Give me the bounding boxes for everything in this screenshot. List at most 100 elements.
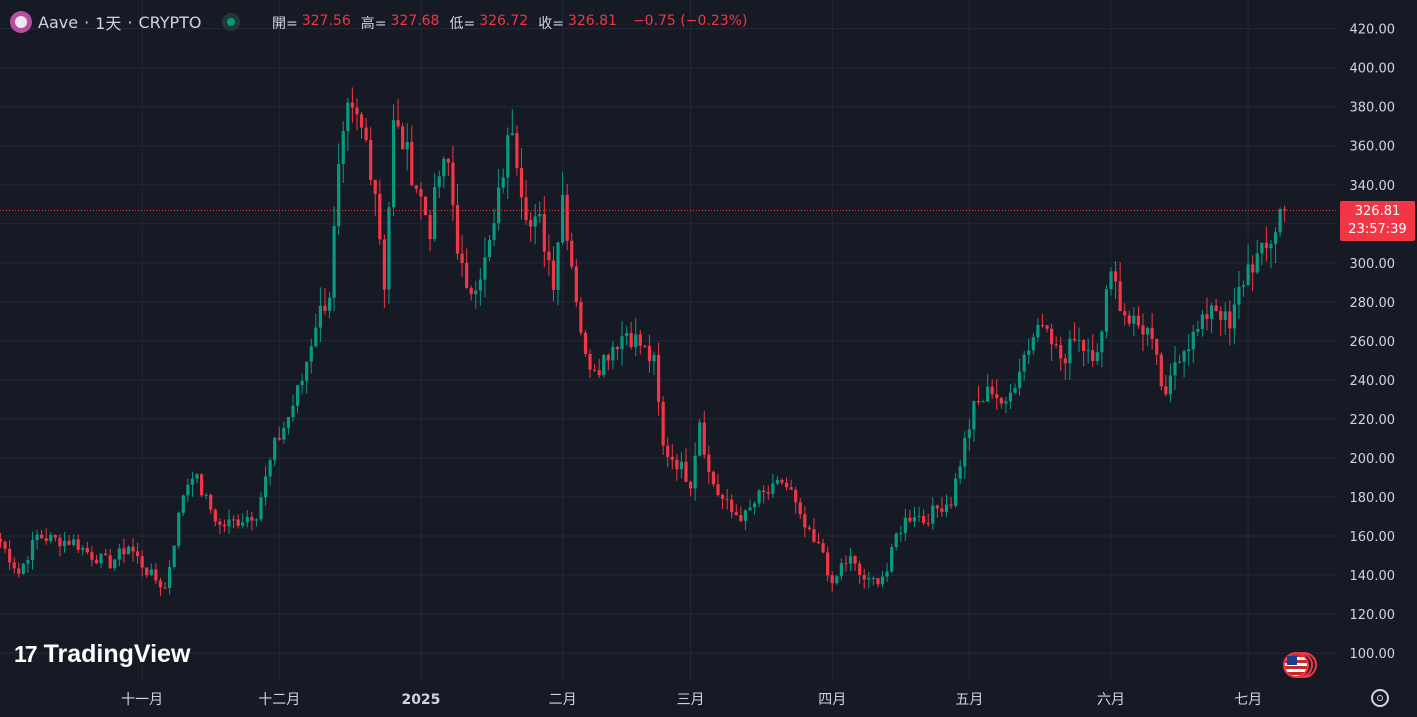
candle-down [446, 158, 450, 163]
candle-up [894, 533, 898, 547]
candle-down [853, 556, 857, 564]
candle-up [1086, 350, 1090, 352]
candle-down [17, 568, 21, 574]
candle-up [1100, 331, 1104, 353]
y-tick-label: 100.00 [1350, 647, 1396, 662]
candle-up [1109, 271, 1113, 290]
ohlc-readout: 開= 327.56 高= 327.68 低= 326.72 收= 326.81 … [272, 13, 747, 33]
candle-up [506, 135, 510, 178]
candle-down [647, 345, 652, 362]
candle-up [113, 559, 117, 569]
candle-up [958, 466, 962, 479]
tradingview-logo[interactable]: 17 TradingView [14, 640, 190, 669]
y-tick-label: 420.00 [1350, 23, 1396, 38]
candle-up [917, 516, 921, 518]
candle-up [346, 102, 350, 131]
candle-down [976, 401, 981, 403]
candle-down [158, 580, 163, 588]
candle-down [378, 193, 382, 240]
candle-up [899, 533, 903, 535]
candle-down [684, 461, 688, 482]
candle-down [1054, 344, 1058, 346]
candle-up [679, 461, 684, 470]
high-label: 高= [360, 16, 387, 32]
candle-down [593, 369, 597, 371]
candle-up [442, 158, 446, 177]
candle-down [3, 541, 7, 549]
candle-up [963, 437, 967, 467]
candle-up [314, 327, 318, 347]
candle-down [1123, 311, 1127, 316]
candle-down [570, 240, 574, 267]
candle-down [1059, 345, 1063, 359]
candle-up [839, 563, 843, 577]
low-value: 326.72 [479, 13, 529, 29]
candle-down [85, 547, 89, 553]
candle-up [286, 417, 291, 428]
candle-down [323, 305, 327, 311]
candle-down [1045, 325, 1049, 329]
candle-up [1182, 351, 1186, 362]
candle-up [538, 214, 542, 217]
candle-up [1022, 354, 1026, 372]
candle-up [931, 505, 935, 524]
candle-down [643, 345, 647, 347]
candle-down [725, 498, 729, 500]
candle-down [807, 527, 811, 530]
candle-up [981, 401, 985, 403]
candle-down [0, 538, 3, 542]
candle-up [190, 478, 195, 485]
candle-down [730, 499, 734, 513]
candle-down [250, 517, 254, 521]
symbol-header[interactable]: Aave · 1天 · CRYPTO [10, 10, 240, 34]
candle-down [396, 120, 400, 127]
last-price: 326.81 [1354, 204, 1401, 219]
candle-down [812, 529, 816, 542]
candle-down [218, 521, 222, 525]
x-tick-label: 十二月 [258, 692, 300, 708]
candle-down [707, 454, 711, 472]
candle-down [990, 386, 994, 395]
candle-down [629, 333, 633, 347]
candle-down [419, 188, 423, 197]
candle-down [780, 479, 784, 483]
candle-up [533, 216, 537, 227]
candle-down [44, 538, 48, 541]
candle-up [474, 290, 478, 295]
candle-down [688, 481, 693, 489]
candle-up [693, 455, 697, 489]
x-tick-label: 四月 [818, 692, 846, 708]
candle-up [1004, 401, 1008, 404]
candle-up [752, 503, 757, 508]
candle-up [757, 490, 761, 504]
market-status-icon[interactable] [221, 13, 240, 31]
candle-down [199, 474, 204, 496]
candle-up [890, 546, 894, 572]
settings-icon[interactable] [1371, 689, 1389, 707]
candle-up [1036, 324, 1040, 338]
candle-down [209, 494, 213, 510]
candle-up [245, 517, 249, 523]
candle-down [465, 262, 469, 289]
candle-down [821, 543, 825, 553]
candle-up [1196, 329, 1200, 332]
candle-down [140, 556, 144, 568]
candle-up [944, 504, 949, 512]
candle-down [638, 334, 642, 346]
candle-down [789, 487, 793, 490]
candle-down [1113, 271, 1118, 282]
candle-up [775, 479, 779, 484]
candle-up [172, 545, 176, 567]
candle-down [136, 551, 140, 557]
x-tick-label: 七月 [1234, 692, 1262, 708]
candle-up [903, 517, 907, 534]
candle-up [967, 429, 971, 438]
y-tick-label: 160.00 [1350, 530, 1396, 545]
candle-down [803, 514, 807, 528]
us-flag-icon[interactable] [1283, 652, 1309, 678]
candle-up [771, 483, 775, 494]
candle-down [798, 502, 802, 515]
candle-up [149, 569, 153, 576]
candle-up [387, 207, 391, 290]
